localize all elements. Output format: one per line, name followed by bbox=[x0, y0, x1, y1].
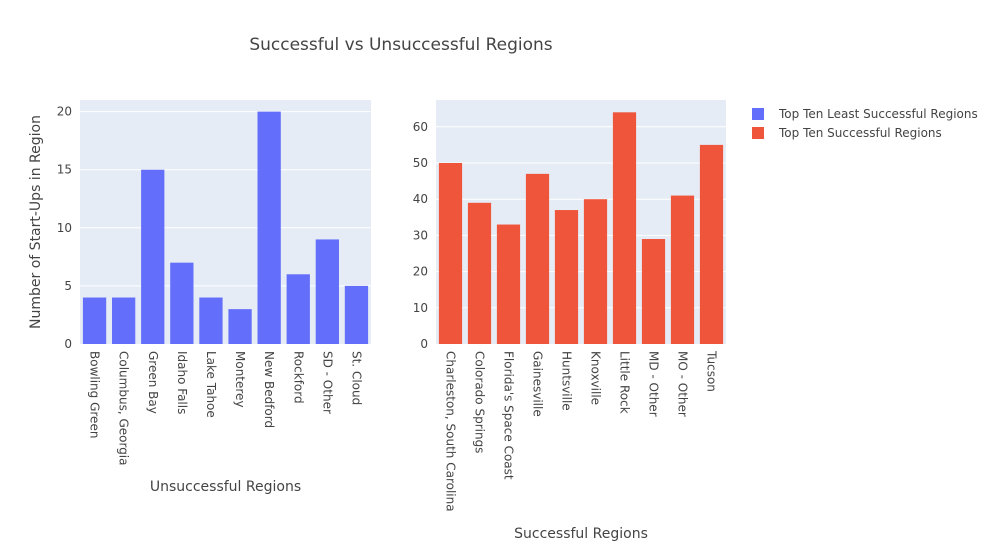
legend-swatch bbox=[752, 127, 764, 139]
x-tick-label: Bowling Green bbox=[88, 351, 102, 438]
chart-title: Successful vs Unsuccessful Regions bbox=[249, 35, 552, 55]
bar[interactable] bbox=[286, 274, 310, 344]
x-tick-label: Monterey bbox=[233, 351, 247, 408]
bar[interactable] bbox=[699, 144, 724, 344]
x-tick-label: St. Cloud bbox=[349, 351, 363, 405]
x-axis-title: Unsuccessful Regions bbox=[150, 479, 301, 495]
x-axis-title: Successful Regions bbox=[514, 526, 648, 542]
bar[interactable] bbox=[199, 297, 223, 344]
y-tick-label: 0 bbox=[420, 337, 428, 351]
x-tick-label: New Bedford bbox=[262, 351, 276, 428]
y-tick-label: 20 bbox=[413, 265, 428, 279]
bar[interactable] bbox=[670, 195, 695, 344]
legend-swatch bbox=[752, 108, 764, 120]
x-tick-label: Little Rock bbox=[618, 351, 632, 414]
x-tick-label: Tucson bbox=[705, 350, 719, 392]
bar[interactable] bbox=[641, 239, 666, 344]
x-tick-label: Knoxville bbox=[589, 351, 603, 405]
bar[interactable] bbox=[583, 199, 608, 344]
bar[interactable] bbox=[554, 210, 579, 344]
x-tick-label: Columbus, Georgia bbox=[117, 351, 131, 466]
subplot-2: 0 10 20 30 40 50 60 Charleston, South Carolina C… bbox=[413, 100, 726, 542]
legend-label: Top Ten Successful Regions bbox=[778, 126, 942, 140]
y-tick-label: 0 bbox=[64, 337, 72, 351]
x-tick-label: MO - Other bbox=[676, 351, 690, 417]
x-tick-label: Huntsville bbox=[560, 351, 574, 411]
x-tick-label: Charleston, South Carolina bbox=[444, 351, 458, 512]
y-tick-label: 60 bbox=[413, 120, 428, 134]
bar[interactable] bbox=[467, 202, 492, 344]
legend-item[interactable]: Top Ten Least Successful Regions bbox=[752, 107, 978, 121]
bar[interactable] bbox=[141, 169, 165, 344]
y-tick-label: 20 bbox=[57, 105, 72, 119]
bar[interactable] bbox=[82, 297, 107, 344]
x-tick-label: Gainesville bbox=[531, 351, 545, 417]
bar[interactable] bbox=[525, 173, 550, 344]
bar[interactable] bbox=[170, 262, 194, 344]
legend-item[interactable]: Top Ten Successful Regions bbox=[752, 126, 942, 140]
x-tick-label: Rockford bbox=[291, 351, 305, 404]
y-tick-label: 10 bbox=[413, 301, 428, 315]
x-tick-label: Idaho Falls bbox=[175, 351, 189, 414]
x-tick-label: Colorado Springs bbox=[473, 351, 487, 453]
subplot-1: 0 5 10 15 20 Bowling Green Columbus, Georgia Gr… bbox=[28, 100, 371, 495]
y-tick-label: 30 bbox=[413, 228, 428, 242]
bar[interactable] bbox=[112, 297, 136, 344]
bar[interactable] bbox=[612, 112, 637, 344]
legend-label: Top Ten Least Successful Regions bbox=[778, 107, 978, 121]
y-tick-label: 50 bbox=[413, 156, 428, 170]
subplots: 0 5 10 15 20 Bowling Green Columbus, Georgia Gr… bbox=[28, 100, 726, 542]
y-axis-title: Number of Start-Ups in Region bbox=[28, 115, 44, 329]
y-tick-label: 10 bbox=[57, 221, 72, 235]
x-tick-label: Lake Tahoe bbox=[204, 351, 218, 418]
y-tick-label: 5 bbox=[64, 279, 72, 293]
bar[interactable] bbox=[496, 224, 521, 344]
legend[interactable]: Top Ten Least Successful Regions Top Ten … bbox=[752, 107, 978, 140]
bar[interactable] bbox=[438, 162, 463, 344]
x-tick-label: SD - Other bbox=[320, 351, 334, 414]
x-tick-label: Florida's Space Coast bbox=[502, 351, 516, 480]
bar[interactable] bbox=[315, 239, 339, 344]
x-tick-label: MD - Other bbox=[647, 351, 661, 417]
y-tick-label: 40 bbox=[413, 192, 428, 206]
y-tick-label: 15 bbox=[57, 163, 72, 177]
bar[interactable] bbox=[344, 285, 369, 344]
bar[interactable] bbox=[228, 309, 252, 344]
x-tick-label: Green Bay bbox=[146, 351, 160, 414]
bar[interactable] bbox=[257, 111, 281, 344]
